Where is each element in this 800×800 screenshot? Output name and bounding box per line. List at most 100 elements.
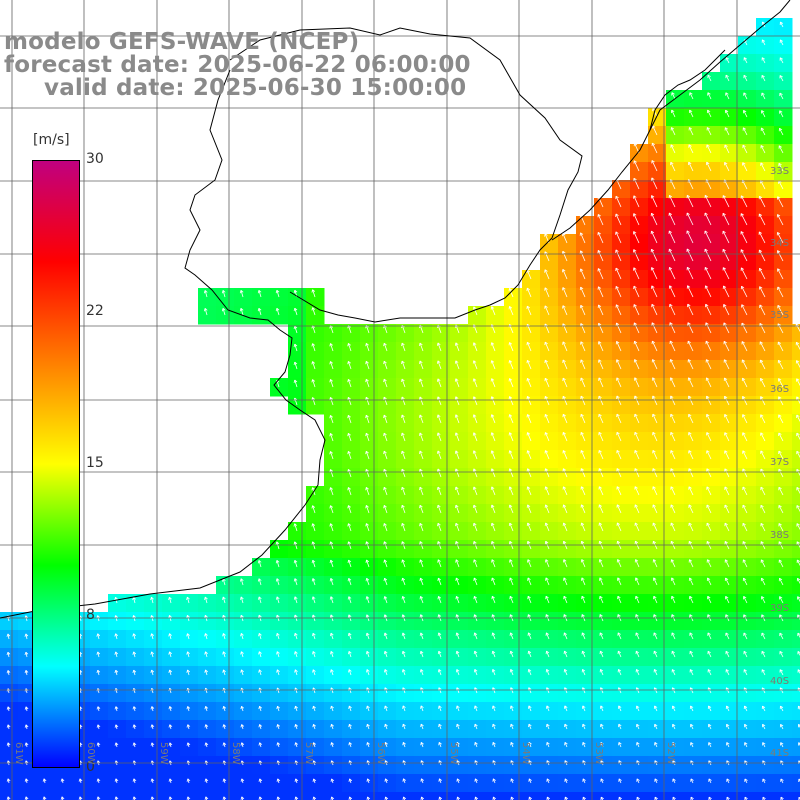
wind-arrow-head: [349, 760, 353, 763]
wind-arrow-head: [761, 577, 765, 581]
wind-cell: [774, 18, 793, 37]
wind-cell: [684, 450, 703, 469]
wind-arrow-head: [688, 432, 692, 435]
wind-arrow: [635, 559, 640, 568]
wind-cell: [756, 90, 775, 109]
wind-arrow-head: [365, 614, 368, 618]
wind-cell: [288, 684, 307, 703]
wind-arrow: [705, 340, 712, 352]
wind-arrow: [187, 633, 190, 640]
wind-arrow-head: [312, 651, 316, 654]
wind-arrow-head: [330, 415, 333, 418]
wind-arrow-head: [421, 741, 424, 745]
wind-arrow-head: [598, 450, 602, 453]
wind-arrow-head: [366, 650, 370, 654]
wind-arrow-head: [438, 778, 440, 782]
wind-cell: [450, 432, 469, 451]
wind-cell: [576, 414, 595, 433]
wind-cell: [90, 756, 109, 775]
wind-arrow: [780, 21, 784, 28]
wind-arrow-head: [761, 92, 765, 95]
wind-cell: [504, 522, 523, 541]
wind-arrow-head: [7, 760, 11, 764]
wind-arrow-head: [724, 359, 728, 362]
wind-arrow-head: [293, 290, 296, 294]
wind-arrow: [401, 414, 406, 424]
wind-arrow-head: [726, 669, 729, 672]
wind-arrow: [509, 432, 514, 442]
wind-arrow: [115, 651, 118, 658]
wind-cell: [684, 234, 703, 253]
wind-arrow: [725, 74, 730, 82]
wind-cell: [306, 684, 325, 703]
wind-arrow-head: [546, 650, 550, 654]
wind-arrow-head: [205, 633, 208, 636]
wind-arrow-head: [329, 433, 331, 437]
wind-arrow-head: [437, 486, 439, 491]
wind-arrow-head: [597, 231, 601, 235]
wind-arrow-head: [780, 796, 784, 800]
wind-cell: [396, 396, 415, 415]
wind-arrow-head: [473, 396, 477, 399]
wind-arrow: [420, 705, 424, 712]
wind-arrow-head: [330, 687, 334, 691]
wind-arrow-head: [401, 450, 403, 455]
wind-cell: [738, 342, 757, 361]
wind-arrow-head: [761, 669, 765, 672]
wind-cell: [288, 612, 307, 631]
wind-cell: [738, 738, 757, 757]
wind-arrow: [347, 397, 352, 406]
wind-cell: [612, 774, 631, 793]
wind-arrow-head: [759, 341, 763, 344]
wind-arrow: [383, 360, 388, 370]
wind-arrow-head: [581, 486, 585, 489]
wind-arrow-head: [546, 778, 550, 781]
wind-arrow: [419, 432, 424, 442]
wind-arrow: [651, 195, 658, 208]
wind-arrow-head: [634, 413, 638, 417]
wind-arrow-head: [633, 195, 637, 198]
wind-arrow: [654, 742, 658, 748]
wind-cell: [396, 378, 415, 397]
wind-cell: [252, 288, 271, 307]
wind-cell: [720, 756, 739, 775]
wind-arrow: [438, 632, 442, 640]
wind-arrow: [366, 742, 370, 748]
wind-arrow: [544, 269, 550, 280]
wind-arrow-head: [384, 705, 388, 709]
wind-arrow-head: [365, 433, 367, 437]
wind-arrow: [726, 724, 730, 730]
wind-arrow: [762, 742, 766, 748]
wind-arrow-head: [635, 522, 638, 525]
wind-arrow-head: [401, 378, 405, 382]
wind-arrow-head: [438, 705, 440, 709]
wind-arrow-head: [760, 359, 764, 362]
wind-arrow-head: [311, 560, 314, 564]
wind-cell: [306, 756, 325, 775]
wind-cell: [216, 720, 235, 739]
wind-arrow-head: [366, 577, 370, 581]
wind-cell: [18, 774, 37, 793]
wind-arrow: [79, 670, 82, 676]
wind-cell: [576, 432, 595, 451]
wind-arrow: [597, 196, 604, 208]
wind-arrow-head: [348, 577, 352, 581]
wind-arrow: [761, 39, 766, 46]
wind-cell: [450, 612, 469, 631]
wind-arrow-head: [6, 742, 9, 746]
wind-arrow: [384, 705, 388, 712]
wind-arrow-head: [651, 230, 655, 234]
wind-arrow-head: [294, 289, 298, 293]
wind-cell: [198, 630, 217, 649]
wind-arrow: [616, 486, 622, 496]
wind-arrow-head: [401, 396, 405, 400]
wind-arrow-head: [79, 651, 83, 655]
wind-arrow: [492, 723, 496, 730]
wind-cell: [486, 630, 505, 649]
wind-arrow-head: [778, 450, 782, 453]
wind-arrow-head: [778, 486, 782, 490]
wind-cell: [684, 324, 703, 343]
wind-cell: [180, 684, 199, 703]
wind-cell: [378, 342, 397, 361]
wind-cell: [558, 792, 577, 800]
